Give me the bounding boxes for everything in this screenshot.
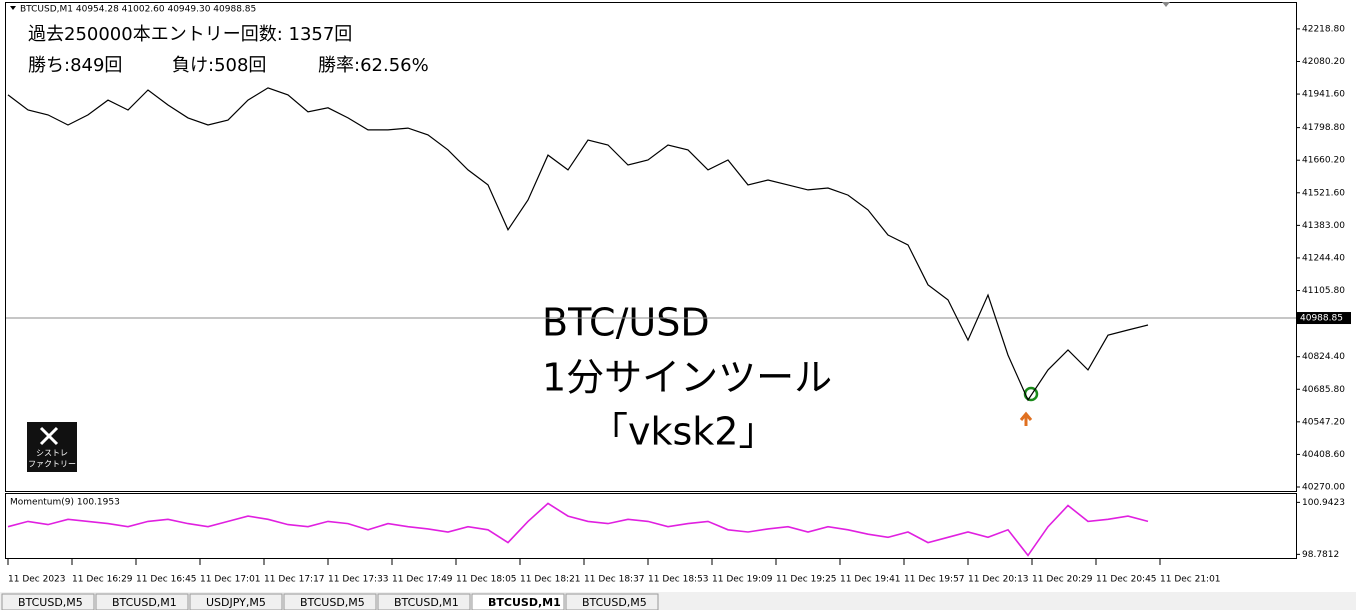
x-tick-label: 11 Dec 17:33 <box>328 575 389 585</box>
logo-text: ファクトリー <box>28 460 76 469</box>
x-tick-label: 11 Dec 2023 <box>8 575 66 585</box>
y-tick-label: 40547.20 <box>1302 417 1345 427</box>
tab[interactable] <box>283 593 377 610</box>
stats-wins: 勝ち:849回 <box>28 55 122 76</box>
y-tick-label: 40824.40 <box>1302 352 1345 362</box>
tab-label: BTCUSD,M5 <box>300 596 365 609</box>
y-tick-label: 42218.80 <box>1302 24 1345 34</box>
shift-marker <box>1162 2 1170 7</box>
stats-line: 過去250000本エントリー回数: 1357回 <box>28 24 352 45</box>
logo-icon <box>39 426 59 446</box>
menu-arrow <box>10 6 16 10</box>
x-tick-label: 11 Dec 18:53 <box>648 575 709 585</box>
x-tick-label: 11 Dec 16:29 <box>72 575 133 585</box>
tab-label: BTCUSD,M5 <box>18 596 83 609</box>
tab-label: BTCUSD,M1 <box>112 596 177 609</box>
x-tick-label: 11 Dec 19:09 <box>712 575 773 585</box>
x-tick-label: 11 Dec 21:01 <box>1160 575 1221 585</box>
y-tick-label: 41244.40 <box>1302 253 1345 263</box>
y-tick-label: 41798.80 <box>1302 123 1345 133</box>
signal-arrow <box>1019 411 1033 426</box>
x-tick-label: 11 Dec 18:05 <box>456 575 517 585</box>
tab-label: BTCUSD,M1 <box>488 596 561 609</box>
overlay-title: BTC/USD <box>542 301 710 345</box>
logo-text: シストレ <box>36 449 68 458</box>
x-tick-label: 11 Dec 19:41 <box>840 575 901 585</box>
y-tick-label: 41383.00 <box>1302 221 1345 231</box>
x-tick-label: 11 Dec 20:29 <box>1032 575 1093 585</box>
overlay-title: 1分サインツール <box>542 356 832 400</box>
x-tick-label: 11 Dec 20:45 <box>1096 575 1157 585</box>
x-tick-label: 11 Dec 16:45 <box>136 575 197 585</box>
y-tick-label: 41941.60 <box>1302 90 1345 100</box>
x-tick-label: 11 Dec 20:13 <box>968 575 1029 585</box>
series-line <box>7 87 1149 402</box>
y-tick-label: 41105.80 <box>1302 286 1345 296</box>
y-tick-label: 40270.00 <box>1302 483 1345 493</box>
price-pane <box>5 2 1297 492</box>
tab[interactable] <box>95 593 189 610</box>
tab[interactable] <box>565 593 659 610</box>
tab[interactable] <box>1 593 95 610</box>
y-tick-label: 98.7812 <box>1302 550 1339 560</box>
tab-label: USDJPY,M5 <box>206 596 266 609</box>
logo <box>27 422 77 472</box>
overlay-title: 「vksk2」 <box>590 410 776 454</box>
header: BTCUSD,M1 40954.28 41002.60 40949.30 409… <box>20 5 256 15</box>
x-tick-label: 11 Dec 18:37 <box>584 575 645 585</box>
y-tick-label: 40685.80 <box>1302 385 1345 395</box>
stats-losses: 負け:508回 <box>172 55 266 76</box>
last-price-label: 40988.85 <box>1300 314 1343 324</box>
y-tick-label: 41660.20 <box>1302 156 1345 166</box>
series-line <box>7 502 1149 557</box>
tab[interactable] <box>471 593 565 610</box>
momentum-pane <box>5 493 1297 559</box>
tab-label: BTCUSD,M5 <box>582 596 647 609</box>
x-tick-label: 11 Dec 17:01 <box>200 575 261 585</box>
x-tick-label: 11 Dec 17:17 <box>264 575 325 585</box>
x-tick-label: 11 Dec 19:25 <box>776 575 837 585</box>
y-tick-label: 100.9423 <box>1302 498 1345 508</box>
tab-label: BTCUSD,M1 <box>394 596 459 609</box>
x-tick-label: 11 Dec 18:21 <box>520 575 581 585</box>
last-price-box <box>1297 312 1351 325</box>
y-tick-label: 41521.60 <box>1302 188 1345 198</box>
tab[interactable] <box>189 593 283 610</box>
y-tick-label: 40408.60 <box>1302 450 1345 460</box>
indicator-title: Momentum(9) 100.1953 <box>10 498 120 508</box>
stats-rate: 勝率:62.56% <box>318 55 429 76</box>
x-tick-label: 11 Dec 19:57 <box>904 575 965 585</box>
tab[interactable] <box>377 593 471 610</box>
x-tick-label: 11 Dec 17:49 <box>392 575 453 585</box>
y-tick-label: 42080.20 <box>1302 57 1345 67</box>
